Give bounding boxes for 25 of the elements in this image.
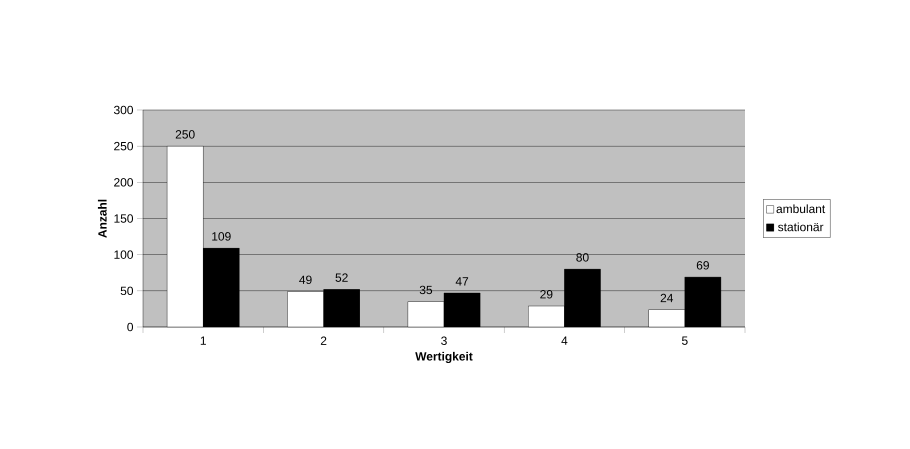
y-tick-label: 200 xyxy=(114,178,134,187)
x-tick-label: 3 xyxy=(441,336,447,345)
y-tick-label: 100 xyxy=(114,250,134,259)
data-label: 49 xyxy=(299,276,312,284)
y-tick-label: 250 xyxy=(114,142,134,150)
x-tick-label: 4 xyxy=(561,336,568,345)
x-tick-label: 1 xyxy=(200,336,206,345)
x-tick-label: 2 xyxy=(320,336,326,345)
data-label: 69 xyxy=(696,261,709,270)
legend-label: stationär xyxy=(778,222,824,232)
y-tick-label: 300 xyxy=(114,106,134,114)
data-label: 109 xyxy=(212,232,231,241)
legend-label: ambulant xyxy=(776,204,826,214)
data-label: 250 xyxy=(176,130,195,139)
data-label: 24 xyxy=(660,294,674,302)
y-axis-title: Anzahl xyxy=(98,200,107,238)
x-axis-title: Wertigkeit xyxy=(415,352,473,364)
y-tick-label: 150 xyxy=(114,214,134,223)
y-tick-label: 50 xyxy=(120,286,134,296)
y-tick-label: 0 xyxy=(127,322,134,332)
data-label: 80 xyxy=(576,253,589,262)
data-label: 47 xyxy=(456,277,468,286)
data-label: 29 xyxy=(540,290,552,298)
x-tick-label: 5 xyxy=(682,336,688,345)
data-label: 52 xyxy=(336,273,348,282)
